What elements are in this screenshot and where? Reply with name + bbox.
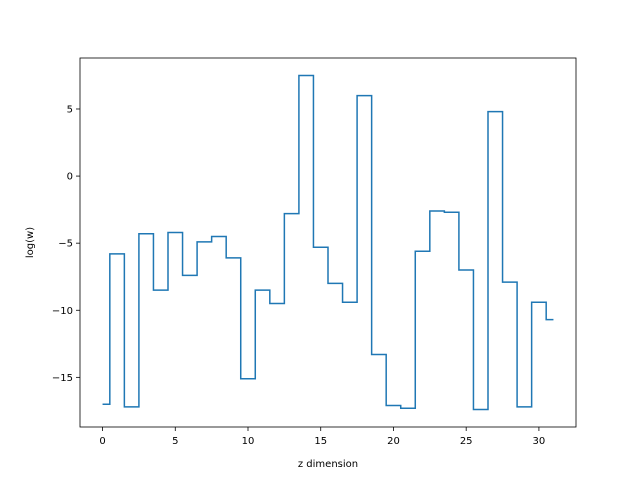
x-axis-label: z dimension: [298, 459, 358, 470]
x-tick-label: 0: [99, 436, 105, 447]
y-tick-label: −5: [58, 239, 73, 250]
x-tick-label: 25: [460, 436, 473, 447]
x-axis: 0 5 10 15 20 25 30: [99, 427, 545, 447]
plot-frame: [79, 57, 577, 428]
y-tick-label: −15: [52, 373, 73, 384]
plot-area: [80, 58, 576, 427]
x-tick-label: 5: [172, 436, 178, 447]
y-axis: 5 0 −5 −10 −15: [52, 104, 80, 384]
y-tick-label: 0: [67, 172, 73, 183]
x-tick-label: 30: [533, 436, 546, 447]
x-tick-label: 10: [242, 436, 255, 447]
series-step-line: [102, 74, 554, 411]
y-tick-label: −10: [52, 306, 73, 317]
y-axis-label: log(w): [25, 227, 36, 258]
y-tick-label: 5: [67, 104, 73, 115]
x-tick-label: 20: [387, 436, 400, 447]
x-tick-label: 15: [314, 436, 327, 447]
